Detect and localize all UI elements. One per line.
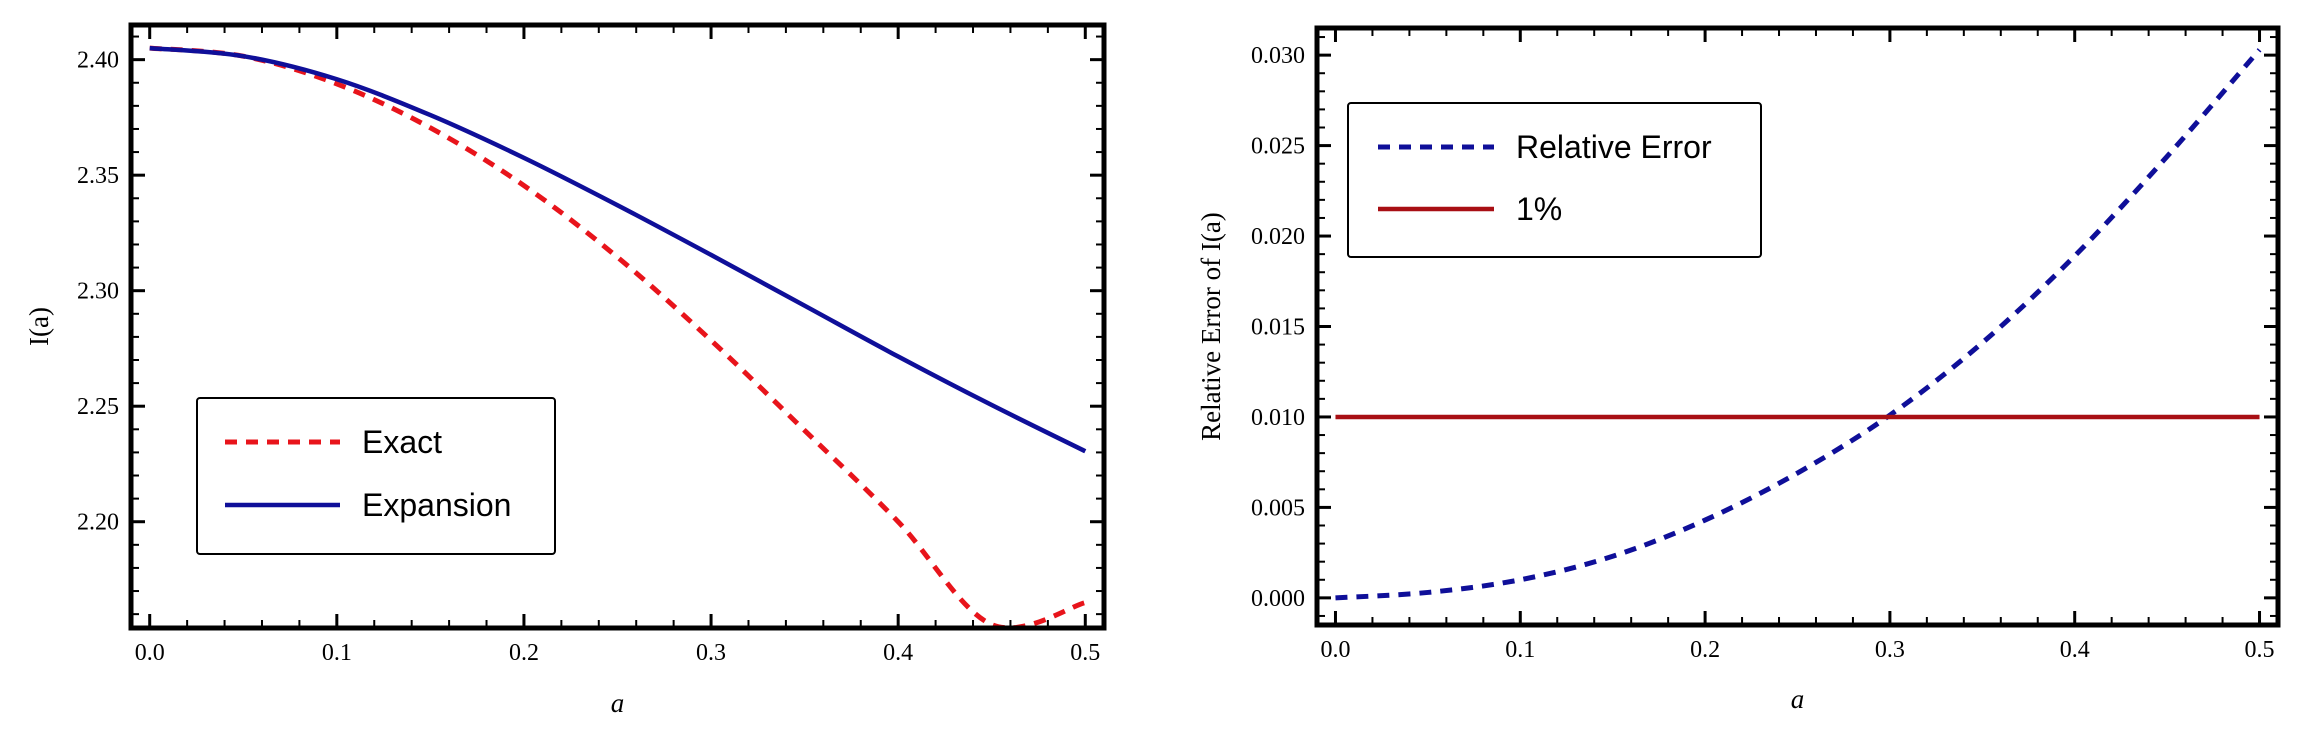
y-tick-label: 0.010	[1251, 405, 1305, 431]
chart-exact-vs-expansion: 0.0 0.1 0.2 0.3 0.4 0.5 2.20 2.25 2.30 2.35 2.40 a…	[24, 22, 1107, 718]
y-tick-label: 2.40	[77, 48, 119, 74]
x-tick-label: 0.5	[1070, 640, 1100, 666]
x-tick-label: 0.1	[322, 640, 352, 666]
right-chart-x-axis-title: a	[1791, 684, 1805, 714]
y-tick-label: 0.005	[1251, 495, 1305, 521]
y-tick-label: 2.35	[77, 163, 119, 189]
right-chart-legend-box	[1347, 102, 1762, 258]
left-chart-series	[149, 45, 1087, 631]
y-tick-label: 0.025	[1251, 134, 1305, 160]
right-chart-y-axis-title: Relative Error of I(a)	[1196, 212, 1226, 441]
x-tick-label: 0.3	[696, 640, 726, 666]
legend-label-one-percent: 1%	[1516, 191, 1562, 227]
x-tick-label: 0.0	[135, 640, 165, 666]
right-chart-tick-labels: 0.0 0.1 0.2 0.3 0.4 0.5 0.000 0.005 0.010 0.015 0.…	[1251, 43, 2275, 663]
x-tick-label: 0.2	[509, 640, 539, 666]
legend-label-relative-error: Relative Error	[1516, 129, 1712, 165]
legend-label-exact: Exact	[362, 424, 442, 460]
x-tick-label: 0.5	[2245, 637, 2275, 663]
y-tick-label: 0.000	[1251, 586, 1305, 612]
right-chart-legend: Relative Error 1%	[1347, 102, 1762, 258]
chart-relative-error: 0.0 0.1 0.2 0.3 0.4 0.5 0.000 0.005 0.010 0.015 0.…	[1196, 25, 2281, 714]
y-tick-label: 2.20	[77, 510, 119, 536]
series-line-relative-error	[1335, 48, 2262, 601]
x-tick-label: 0.2	[1690, 637, 1720, 663]
right-chart-frame	[1314, 25, 2281, 628]
y-tick-label: 2.25	[77, 394, 119, 420]
y-tick-label: 0.015	[1251, 315, 1305, 341]
left-chart-y-axis-title: I(a)	[24, 307, 54, 346]
x-tick-label: 0.3	[1875, 637, 1905, 663]
left-chart-legend-box	[196, 397, 556, 555]
y-tick-label: 2.30	[77, 279, 119, 305]
x-tick-label: 0.4	[883, 640, 913, 666]
left-chart-legend: Exact Expansion	[196, 397, 556, 555]
y-tick-label: 0.020	[1251, 224, 1305, 250]
y-tick-label: 0.030	[1251, 43, 1305, 69]
legend-label-expansion: Expansion	[362, 487, 511, 523]
x-tick-label: 0.1	[1505, 637, 1535, 663]
x-tick-label: 0.4	[2060, 637, 2090, 663]
x-tick-label: 0.0	[1320, 637, 1350, 663]
right-chart-series	[1335, 48, 2262, 601]
left-chart-tick-labels: 0.0 0.1 0.2 0.3 0.4 0.5 2.20 2.25 2.30 2.35 2.40	[77, 48, 1100, 666]
series-line-expansion	[149, 45, 1087, 454]
left-chart-frame	[128, 22, 1107, 631]
left-chart-x-axis-title: a	[611, 688, 625, 718]
